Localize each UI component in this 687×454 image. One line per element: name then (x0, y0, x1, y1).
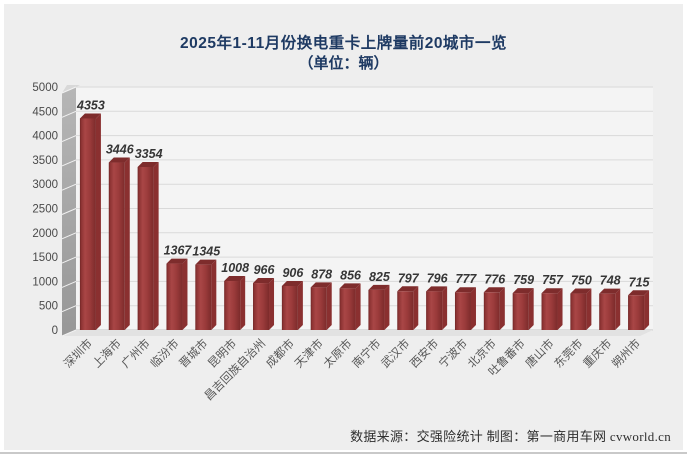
bar-value-label: 825 (369, 270, 391, 284)
bar-value-label: 759 (513, 273, 534, 287)
x-axis-city-label: 晋城市 (176, 336, 210, 370)
x-axis-city-label: 临汾市 (147, 336, 181, 370)
bar-value-label: 797 (398, 271, 420, 285)
bar-宁波市: 777 (454, 272, 478, 330)
x-axis-city-label: 朔州市 (609, 336, 643, 370)
bar-广州市: 3354 (135, 147, 163, 330)
bar-武汉市: 797 (397, 271, 420, 330)
bar-昆明市: 1008 (221, 261, 249, 330)
y-axis-tick-label: 2000 (32, 228, 58, 240)
x-axis-city-label: 唐山市 (522, 336, 556, 370)
bar-value-label: 1345 (192, 245, 221, 259)
bar-成都市: 906 (281, 266, 304, 330)
y-axis-tick-label: 3500 (32, 155, 58, 167)
bar-value-label: 3446 (106, 143, 135, 157)
bar-东莞市: 750 (570, 274, 592, 330)
bar-value-label: 1008 (221, 261, 249, 275)
y-axis-tick-label: 500 (39, 301, 58, 313)
bar-value-label: 878 (311, 267, 332, 281)
bottom-edge-line (0, 452, 687, 454)
bar-太原市: 856 (339, 268, 362, 330)
bar-西安市: 796 (426, 271, 449, 330)
bar-value-label: 776 (484, 272, 506, 286)
bar-value-label: 4353 (76, 98, 105, 112)
x-axis-city-label: 西安市 (407, 336, 441, 370)
bar-上海市: 3446 (106, 143, 135, 330)
chart-subtitle: （单位：辆） (298, 55, 389, 72)
bar-晋城市: 1345 (192, 245, 221, 330)
y-axis-tick-label: 3000 (32, 179, 58, 191)
bar-南宁市: 825 (368, 270, 391, 330)
bar-value-label: 906 (282, 266, 304, 280)
y-axis-tick-label: 1000 (32, 276, 58, 288)
y-axis-tick-label: 0 (52, 325, 58, 337)
x-axis-city-label: 太原市 (320, 336, 354, 370)
bar-value-label: 3354 (135, 147, 163, 161)
bar-北京市: 776 (483, 272, 506, 330)
bar-value-label: 856 (340, 268, 362, 282)
bar-深圳市: 4353 (76, 98, 105, 330)
bar-value-label: 757 (542, 273, 564, 287)
bar-吐鲁番市: 759 (512, 273, 534, 330)
bar-value-label: 966 (254, 263, 276, 277)
x-axis-city-label: 武汉市 (378, 336, 412, 370)
y-axis-tick-label: 4500 (32, 106, 58, 118)
bar-value-label: 777 (456, 272, 478, 286)
x-axis-city-label: 南宁市 (349, 336, 383, 370)
x-axis-city-label: 重庆市 (580, 336, 614, 370)
x-axis-city-label: 成都市 (263, 336, 297, 370)
bar-唐山市: 757 (541, 273, 564, 330)
bar-重庆市: 748 (599, 274, 621, 330)
chart-title: 2025年1-11月份换电重卡上牌量前20城市一览 (180, 35, 507, 52)
bar-value-label: 750 (571, 274, 592, 288)
x-axis-city-label: 东莞市 (551, 336, 585, 370)
bar-临汾市: 1367 (164, 244, 193, 330)
x-axis-city-label: 宁波市 (436, 336, 470, 370)
bar-天津市: 878 (310, 267, 332, 330)
x-axis-city-label: 上海市 (90, 336, 124, 370)
bar-value-label: 796 (427, 271, 449, 285)
y-axis-tick-label: 2500 (32, 204, 58, 216)
bar-value-label: 715 (629, 275, 651, 289)
bar-昌吉回族自治州: 966 (253, 263, 275, 330)
x-axis-city-label: 深圳市 (61, 336, 95, 370)
bar-朔州市: 715 (628, 275, 651, 330)
data-source-note: 数据来源：交强险统计 制图：第一商用车网 cvworld.cn (350, 429, 671, 444)
bar-value-label: 1367 (164, 244, 193, 258)
bar-value-label: 748 (600, 274, 621, 288)
chart-header: 2025年1-11月份换电重卡上牌量前20城市一览 （单位：辆） (0, 33, 687, 74)
y-axis-tick-label: 1500 (32, 252, 58, 264)
y-axis-tick-label: 4000 (32, 131, 58, 143)
y-axis-tick-label: 5000 (32, 82, 58, 94)
x-axis-city-label: 天津市 (292, 336, 326, 370)
x-axis-city-label: 广州市 (118, 336, 152, 370)
